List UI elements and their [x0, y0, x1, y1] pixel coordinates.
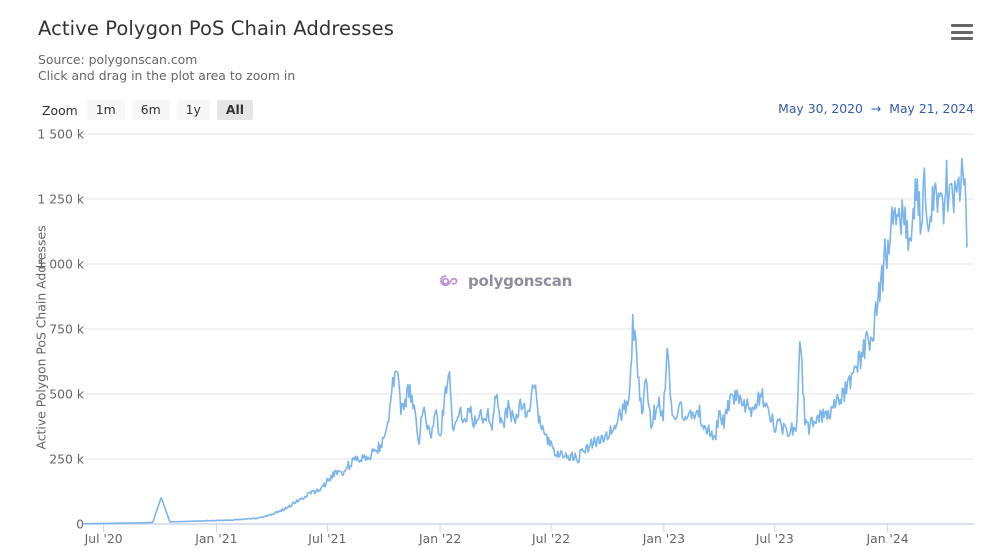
range-selector: Zoom 1m 6m 1y All	[42, 100, 260, 120]
menu-bar-2	[951, 30, 973, 34]
x-tick-label: Jul '21	[308, 531, 347, 546]
y-tick-label: 1 000 k	[37, 256, 84, 272]
gridlines	[84, 133, 974, 460]
menu-bar-1	[951, 24, 973, 27]
date-range-arrow-icon: →	[870, 101, 882, 116]
y-tick-label: 1 500 k	[37, 126, 84, 142]
y-tick-label: 1 250 k	[37, 191, 84, 207]
zoom-label: Zoom	[42, 102, 78, 118]
y-tick-label: 500 k	[49, 386, 84, 402]
series-line-active-addresses	[83, 157, 968, 525]
date-range-from[interactable]: May 30, 2020	[778, 101, 863, 116]
range-button-6m[interactable]: 6m	[131, 100, 170, 120]
page-title: Active Polygon PoS Chain Addresses	[38, 17, 395, 40]
y-tick-label: 0	[76, 516, 84, 532]
x-tick-marks	[103, 524, 889, 532]
x-tick-label: Jan '21	[195, 531, 238, 546]
subtitle-hint: Click and drag in the plot area to zoom …	[38, 67, 296, 83]
subtitle-source: Source: polygonscan.com	[38, 52, 198, 67]
x-tick-label: Jul '22	[532, 531, 571, 546]
watermark-text: polygonscan	[468, 272, 573, 290]
chart-subtitle: Source: polygonscan.com Click and drag in…	[38, 52, 295, 83]
x-tick-label: Jan '22	[419, 531, 462, 546]
date-range-to[interactable]: May 21, 2024	[889, 101, 974, 116]
menu-bar-3	[951, 37, 973, 40]
range-button-1y[interactable]: 1y	[176, 100, 210, 120]
y-tick-label: 750 k	[49, 321, 84, 337]
date-range-display: May 30, 2020 → May 21, 2024	[778, 101, 974, 116]
y-tick-label: 250 k	[49, 451, 84, 467]
hamburger-menu-icon[interactable]	[951, 24, 973, 40]
x-tick-label: Jan '24	[866, 531, 909, 546]
y-axis-ticks: 0 250 k 500 k 750 k 1 000 k 1 250 k 1 500 k	[22, 0, 84, 557]
x-tick-label: Jan '23	[642, 531, 685, 546]
range-button-1m[interactable]: 1m	[86, 100, 125, 120]
range-button-all[interactable]: All	[216, 100, 253, 120]
polygonscan-logo-icon	[440, 274, 458, 286]
x-tick-label: Jul '23	[755, 531, 794, 546]
x-tick-label: Jul '20	[84, 531, 123, 546]
polygonscan-watermark: polygonscan	[440, 272, 572, 290]
